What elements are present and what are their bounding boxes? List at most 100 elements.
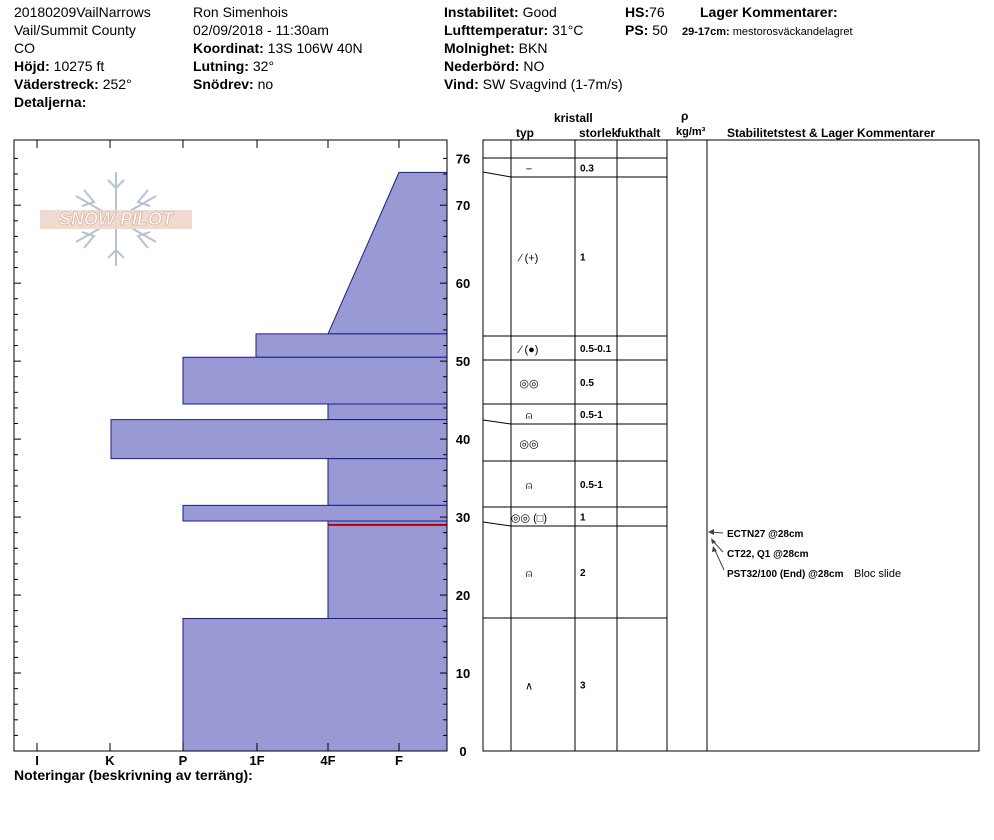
strat-connector: [482, 521, 512, 527]
grain-size-3: 0.5: [580, 378, 594, 389]
test-arrow-1: [711, 538, 716, 544]
x-tick-label: F: [395, 753, 403, 768]
hs-value: 76: [649, 4, 665, 20]
grain-type-5: ◎◎: [519, 439, 538, 451]
grain-size-9: 3: [580, 681, 586, 692]
stability-comments-header: Stabilitetstest & Lager Kommentarer: [727, 126, 936, 140]
hardness-layer-2: [255, 333, 448, 358]
moisture-header: fukthalt: [617, 126, 661, 140]
hs-label: HS:: [625, 4, 650, 20]
site-state: CO: [14, 40, 35, 56]
grain-size-1: 1: [580, 253, 586, 264]
hardness-layer-4: [327, 403, 448, 421]
stability-test-note-2: Bloc slide: [854, 568, 901, 580]
precip-label: Nederbörd:: [444, 58, 520, 74]
x-tick-label: P: [179, 753, 188, 768]
grain-size-6: 0.5-1: [580, 480, 603, 491]
hardness-layer-8: [327, 520, 448, 619]
hardness-layer-1: [327, 171, 448, 335]
grain-size-0: 0.3: [580, 164, 594, 175]
coord-label: Koordinat:: [193, 40, 264, 56]
ps-value: 50: [652, 22, 668, 38]
aspect-row: Väderstreck: 252°: [14, 76, 132, 93]
site-name: 20180209VailNarrows: [14, 4, 151, 20]
coord-row: Koordinat: 13S 106W 40N: [193, 40, 363, 57]
elevation-label: Höjd:: [14, 58, 50, 74]
aspect-label: Väderstreck:: [14, 76, 99, 92]
hardness-layer-5: [110, 419, 448, 460]
y-tick-label: 70: [456, 198, 470, 213]
stability-test-0: ECTN27 @28cm: [727, 529, 804, 540]
sky-label: Molnighet:: [444, 40, 515, 56]
grain-type-3: ◎◎: [519, 378, 538, 390]
x-tick-label: 4F: [320, 753, 335, 768]
drift-label: Snödrev:: [193, 76, 254, 92]
aspect-value: 252°: [102, 76, 132, 92]
layer-comment-row: 29-17cm: mestorosväckandelagret: [682, 24, 853, 41]
y-tick-label: 30: [456, 510, 470, 525]
slope-row: Lutning: 32°: [193, 58, 274, 75]
precip-value: NO: [523, 58, 545, 74]
site-location: Vail/Summit County: [14, 22, 136, 38]
sky-value: BKN: [518, 40, 548, 56]
y-tick-label: 76: [456, 151, 470, 166]
type-header: typ: [516, 126, 534, 140]
x-tick-label: K: [105, 753, 115, 768]
grain-type-4: ⍝: [526, 410, 533, 422]
y-tick-label: 10: [456, 666, 470, 681]
test-arrow-0: [708, 529, 714, 535]
elevation-value: 10275 ft: [53, 58, 105, 74]
stratigraphy-frame: [482, 139, 980, 752]
layer-comment-text: mestorosväckandelagret: [732, 26, 853, 38]
stability-row: Instabilitet: Good: [444, 4, 557, 21]
observer: Ron Simenhois: [193, 4, 288, 20]
details-label: Detaljerna:: [14, 94, 87, 110]
hardness-layer-3: [182, 356, 448, 405]
x-tick-label: 1F: [249, 753, 264, 768]
airtemp-label: Lufttemperatur:: [444, 22, 549, 38]
test-arrow-2: [712, 546, 717, 552]
wind-value: SW Svagvind (1-7m/s): [482, 76, 623, 92]
hardness-layer-6: [327, 458, 448, 506]
slope-value: 32°: [252, 58, 275, 74]
datetime: 02/09/2018 - 11:30am: [193, 22, 329, 38]
slope-label: Lutning:: [193, 58, 249, 74]
grain-size-4: 0.5-1: [580, 410, 603, 421]
grain-type-0: −: [526, 164, 532, 176]
grain-type-8: ⍝: [526, 568, 533, 580]
crystal-header: kristall: [554, 111, 593, 125]
y-tick-label: 60: [456, 276, 470, 291]
strat-connector: [482, 171, 512, 178]
stability-label: Instabilitet:: [444, 4, 519, 20]
grain-type-7: ◎◎ (□): [511, 513, 547, 525]
stability-value: Good: [522, 4, 557, 20]
hs-row: HS:76: [625, 4, 665, 21]
notes-label: Noteringar (beskrivning av terräng):: [14, 767, 253, 783]
coord-value: 13S 106W 40N: [267, 40, 363, 56]
ps-row: PS: 50: [625, 22, 668, 39]
grain-size-7: 1: [580, 513, 586, 524]
drift-value: no: [257, 76, 274, 92]
grain-size-8: 2: [580, 568, 586, 579]
airtemp-value: 31°C: [552, 22, 584, 38]
strat-connector: [482, 419, 512, 425]
y-tick-label: 20: [456, 588, 470, 603]
layer-comment-range: 29-17cm:: [682, 26, 730, 38]
elevation-row: Höjd: 10275 ft: [14, 58, 104, 75]
grain-size-2: 0.5-0.1: [580, 344, 612, 355]
x-tick-label: I: [35, 753, 39, 768]
layer-comments-title: Lager Kommentarer:: [700, 4, 838, 20]
wind-row: Vind: SW Svagvind (1-7m/s): [444, 76, 623, 93]
sky-row: Molnighet: BKN: [444, 40, 547, 57]
grain-type-6: ⍝: [526, 480, 533, 492]
ps-label: PS:: [625, 22, 649, 38]
stability-test-2: PST32/100 (End) @28cm: [727, 569, 844, 580]
grain-type-9: ∧: [525, 681, 533, 693]
drift-row: Snödrev: no: [193, 76, 273, 93]
y-tick-label: 40: [456, 432, 470, 447]
precip-row: Nederbörd: NO: [444, 58, 544, 75]
stability-test-1: CT22, Q1 @28cm: [727, 549, 809, 560]
grain-type-2: ⁄ (●): [517, 344, 539, 356]
y-tick-label: 0: [459, 744, 466, 759]
